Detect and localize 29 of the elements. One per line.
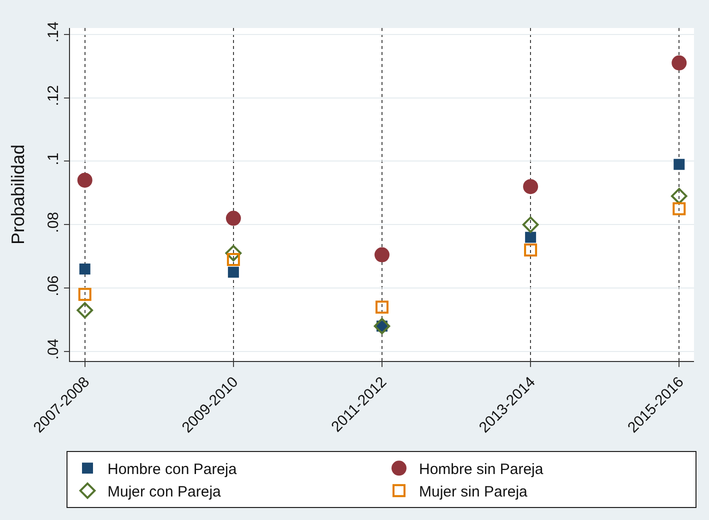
point (76, 302, 94, 318)
point (525, 232, 536, 243)
point (670, 188, 688, 204)
point (374, 247, 390, 262)
point (524, 244, 538, 256)
legend-label: Mujer con Pareja (108, 484, 222, 501)
point (225, 245, 242, 262)
point (374, 318, 390, 334)
point (79, 264, 90, 275)
point (672, 55, 687, 70)
point (376, 300, 388, 314)
point (522, 216, 539, 233)
point (228, 266, 239, 278)
legend-label: Hombre con Pareja (108, 461, 238, 478)
y-axis-title: Probabilidad (8, 144, 28, 245)
y-tick-label: .14 (45, 22, 62, 43)
y-tick-label: .04 (45, 338, 62, 360)
y-tick-label: .06 (45, 275, 62, 296)
point (674, 158, 685, 170)
legend-label: Hombre sin Pareja (419, 461, 544, 478)
point (672, 202, 686, 216)
point (226, 210, 241, 226)
point (523, 179, 538, 194)
point (77, 172, 92, 188)
y-tick-label: .1 (45, 152, 62, 166)
legend-label: Mujer sin Pareja (419, 484, 528, 501)
y-tick-label: .12 (45, 85, 62, 106)
y-tick-label: .08 (45, 212, 62, 233)
point (78, 288, 92, 301)
